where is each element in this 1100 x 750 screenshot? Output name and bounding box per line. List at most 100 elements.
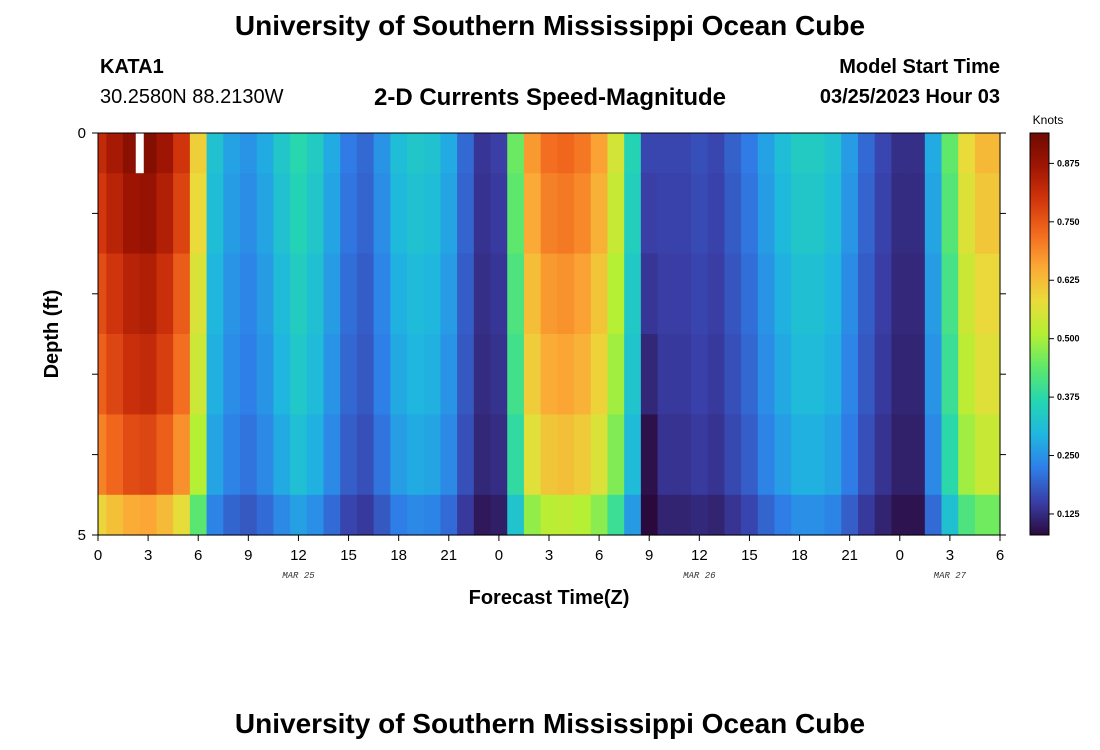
x-tick-label: 9	[645, 547, 653, 564]
heatmap-cell	[206, 133, 224, 174]
x-tick-label: 12	[691, 547, 708, 564]
heatmap-cell	[473, 494, 492, 536]
heatmap-cell	[991, 253, 1001, 335]
heatmap-cell	[624, 414, 642, 496]
heatmap-cell	[774, 133, 792, 174]
heatmap-cell	[440, 494, 458, 536]
heatmap-cell	[507, 173, 525, 255]
heatmap-cell	[173, 414, 191, 496]
y-axis: 05	[78, 125, 1006, 544]
heatmap-cell	[189, 133, 208, 174]
y-tick-label: 0	[78, 125, 86, 142]
heatmap-cell	[256, 494, 274, 536]
heatmap-cell	[924, 334, 943, 415]
heatmap-cell	[974, 494, 993, 536]
heatmap-cell	[590, 414, 609, 496]
heatmap-cell	[724, 414, 742, 496]
heatmap-cell	[841, 133, 859, 174]
heatmap-cell	[640, 494, 659, 536]
heatmap-cell	[841, 173, 859, 255]
heatmap-cell	[98, 173, 107, 255]
heatmap-cell	[757, 414, 776, 496]
heatmap-cell	[373, 494, 391, 536]
heatmap-cell	[507, 494, 525, 536]
missing-data-gap	[135, 133, 144, 174]
footer-title: University of Southern Mississippi Ocean…	[234, 708, 866, 739]
heatmap-cell	[473, 414, 492, 496]
heatmap-cell	[590, 253, 609, 335]
heatmap-cell	[306, 133, 325, 174]
heatmap-cell	[139, 133, 158, 174]
heatmap-cell	[106, 173, 124, 255]
heatmap-cell	[273, 414, 291, 496]
heatmap-cell	[156, 334, 174, 415]
heatmap-cell	[407, 173, 425, 255]
heatmap-cell	[273, 494, 291, 536]
heatmap-cell	[991, 494, 1001, 536]
heatmap-cell	[206, 173, 224, 255]
heatmap-cell	[123, 334, 141, 415]
heatmap-cell	[824, 334, 842, 415]
heatmap-cell	[340, 494, 358, 536]
heatmap-cell	[640, 414, 659, 496]
heatmap-cell	[774, 494, 792, 536]
heatmap-cell	[557, 494, 575, 536]
heatmap-cell	[941, 173, 959, 255]
heatmap-cell	[607, 414, 625, 496]
heatmap-cell	[106, 494, 124, 536]
heatmap-cell	[841, 334, 859, 415]
heatmap-cell	[574, 133, 592, 174]
colorbar-unit: Knots	[1033, 113, 1064, 127]
heatmap-cell	[373, 414, 391, 496]
heatmap-cell	[640, 133, 659, 174]
heatmap-cell	[223, 334, 241, 415]
heatmap-cell	[139, 253, 158, 335]
heatmap-cell	[106, 133, 124, 174]
x-tick-label: 0	[896, 547, 904, 564]
x-axis-label: Forecast Time(Z)	[469, 587, 630, 609]
heatmap-cell	[991, 414, 1001, 496]
heatmap-cell	[390, 173, 408, 255]
heatmap-cell	[323, 133, 341, 174]
heatmap-cell	[724, 494, 742, 536]
heatmap-cell	[590, 334, 609, 415]
heatmap-cell	[624, 253, 642, 335]
heatmap-cell	[490, 494, 508, 536]
heatmap-cell	[824, 414, 842, 496]
x-tick-label: 15	[340, 547, 357, 564]
heatmap-cell	[874, 253, 893, 335]
heatmap-cell	[473, 253, 492, 335]
heatmap-cell	[874, 414, 893, 496]
heatmap-cell	[139, 414, 158, 496]
heatmap-cell	[958, 494, 976, 536]
heatmap-cell	[340, 334, 358, 415]
heatmap-cell	[523, 414, 542, 496]
heatmap-cell	[924, 133, 943, 174]
heatmap-cell	[390, 253, 408, 335]
heatmap-cells	[98, 133, 1001, 536]
heatmap-cell	[791, 334, 809, 415]
heatmap-cell	[891, 494, 909, 536]
heatmap-cell	[540, 133, 558, 174]
heatmap-cell	[724, 173, 742, 255]
heatmap-cell	[807, 334, 826, 415]
heatmap-cell	[189, 253, 208, 335]
x-tick-label: 9	[244, 547, 252, 564]
heatmap-cell	[607, 253, 625, 335]
heatmap-cell	[323, 173, 341, 255]
heatmap-cell	[690, 414, 709, 496]
heatmap-cell	[540, 253, 558, 335]
heatmap-cell	[356, 334, 375, 415]
heatmap-cell	[891, 173, 909, 255]
heatmap-cell	[590, 133, 609, 174]
heatmap-cell	[223, 494, 241, 536]
x-tick-label: 15	[741, 547, 758, 564]
heatmap-cell	[490, 253, 508, 335]
heatmap-cell	[941, 334, 959, 415]
heatmap-cell	[540, 414, 558, 496]
chart-title: 2-D Currents Speed-Magnitude	[373, 84, 727, 111]
colorbar-tick-label: 0.125	[1057, 509, 1080, 519]
heatmap-cell	[624, 494, 642, 536]
x-tick-label: 18	[791, 547, 808, 564]
heatmap-cell	[156, 173, 174, 255]
